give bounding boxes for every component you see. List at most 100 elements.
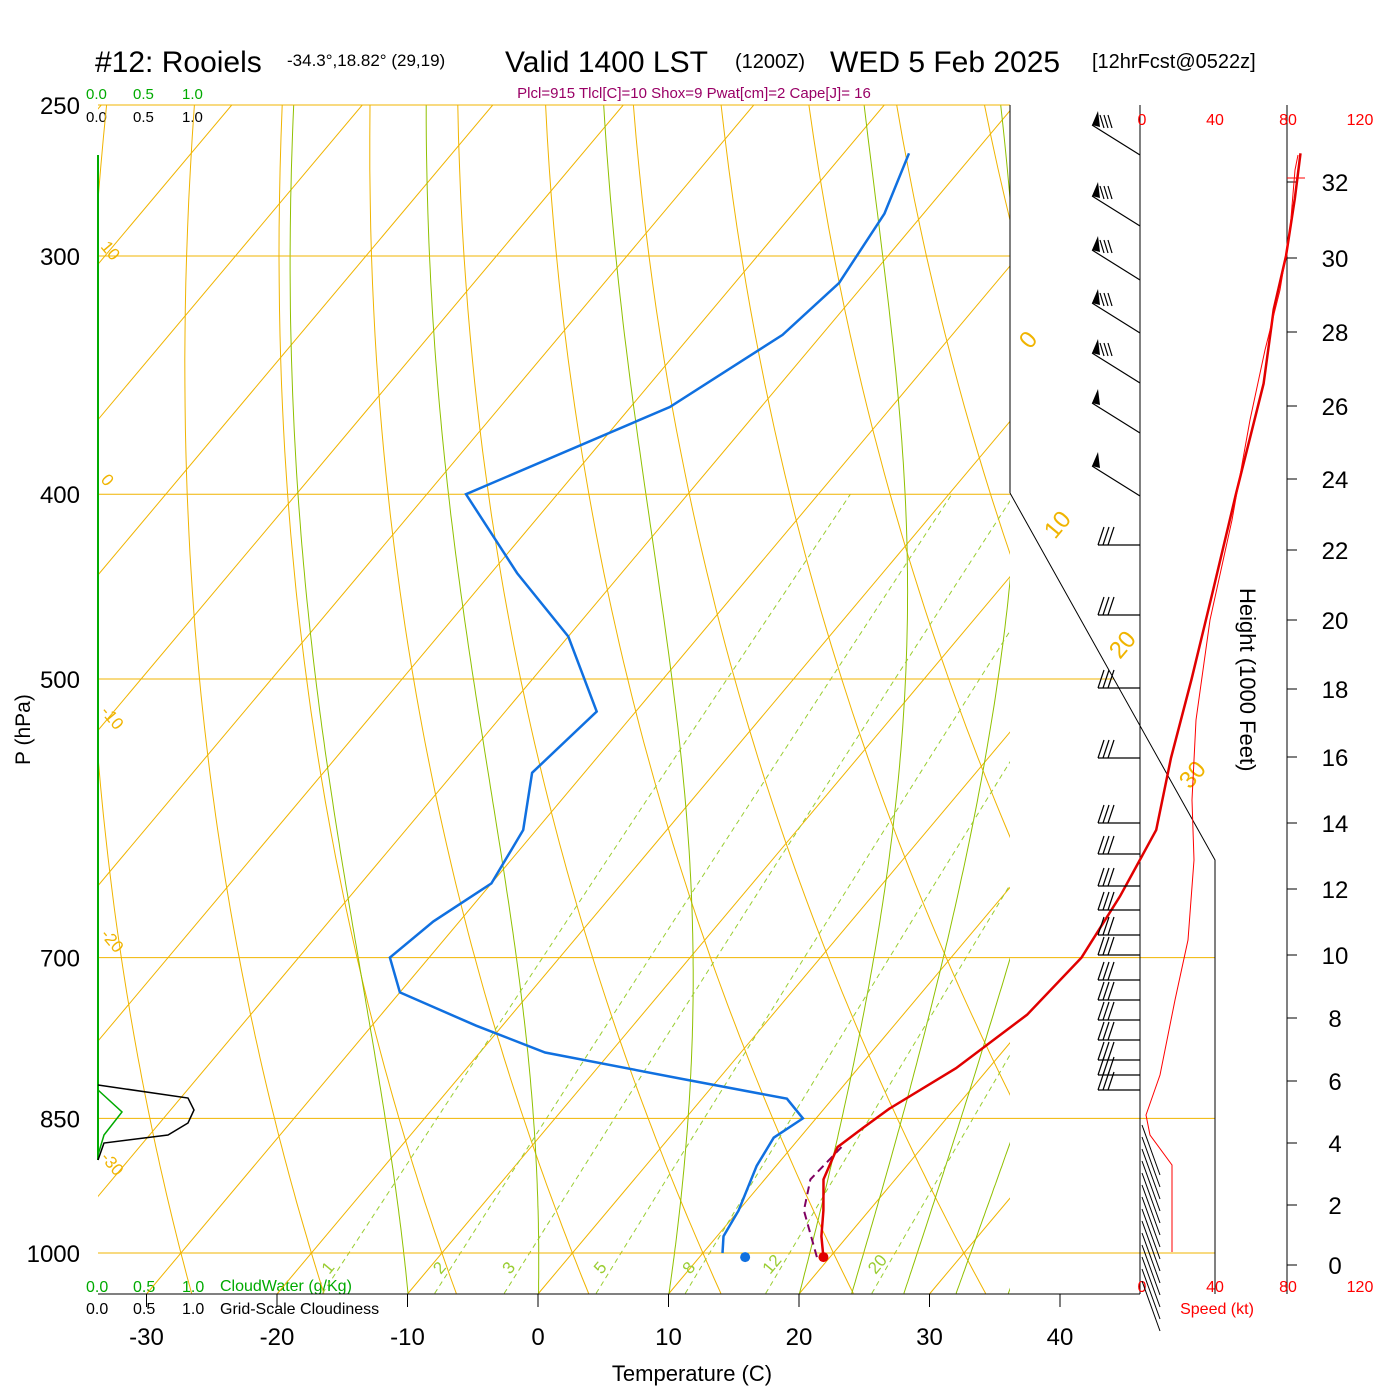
wind-barb-feather	[1097, 961, 1105, 981]
wind-barb-feather	[1102, 891, 1110, 911]
dry-adiabat-line	[896, 105, 1010, 556]
isotherm-line	[537, 731, 1010, 1295]
wind-barb	[1091, 452, 1141, 497]
wind-barb-staff	[1141, 1196, 1161, 1248]
wind-barb-feather	[1107, 804, 1115, 824]
wind-barb-feather	[1102, 835, 1110, 855]
wind-barb	[1091, 389, 1141, 434]
wind-barb	[1097, 1071, 1140, 1091]
wind-barb-feather	[1102, 961, 1110, 981]
wind-barb	[1091, 236, 1141, 281]
wind-barb-feather	[1107, 596, 1115, 616]
wind-barb-flag	[1092, 339, 1100, 355]
cloudiness-tick: 1.0	[182, 1301, 204, 1318]
wind-barb-feather	[1102, 916, 1110, 936]
temperature-trace	[820, 153, 1302, 1258]
height-tick-label: 16	[1322, 745, 1349, 772]
valid-date: WED 5 Feb 2025	[830, 46, 1060, 79]
plot-area	[98, 105, 1010, 1295]
dry-adiabat-line	[98, 105, 193, 1294]
temperature-tick-label: -30	[129, 1324, 164, 1351]
cloudwater-scale-top: 0.0 0.5 1.0	[86, 86, 203, 103]
wind-barb-staff	[1141, 1172, 1161, 1224]
wind-barb-feather	[1097, 835, 1105, 855]
wind-barb-feather	[1102, 669, 1110, 689]
mixing-ratio-label: 12	[759, 1251, 786, 1278]
temperature-axis: -30 -20 -10 0 10 20 30 40	[129, 1294, 1073, 1351]
temperature-tick-label: 40	[1047, 1324, 1074, 1351]
wind-barb-feather	[1097, 891, 1105, 911]
cloudiness-tick: 0.0	[86, 109, 107, 126]
dry-adiabat-line	[808, 105, 1010, 839]
mixing-ratio-line	[503, 500, 1010, 1294]
cloudwater-tick: 0.0	[86, 1279, 108, 1296]
wind-barb-feather	[1107, 185, 1113, 200]
height-tick-label: 18	[1322, 677, 1349, 704]
height-tick-label: 22	[1322, 538, 1349, 565]
moist-adiabat-line	[955, 1141, 1010, 1294]
wind-barb-feather	[1107, 292, 1113, 307]
cloudiness-tick: 1.0	[182, 109, 203, 126]
isotherm-label: -30	[97, 1148, 127, 1179]
cloudiness-tick: 0.5	[133, 109, 154, 126]
height-tick-label: 20	[1322, 608, 1349, 635]
dry-adiabat-line	[545, 105, 854, 1294]
height-tick-label: 8	[1328, 1006, 1341, 1033]
height-tick-label: 28	[1322, 320, 1349, 347]
speed-scale-top: 0 40 80 120	[1138, 112, 1374, 129]
wind-barb-feather	[1097, 669, 1105, 689]
wind-barb-feather	[1097, 1001, 1105, 1021]
wind-barb-feather	[1107, 867, 1115, 887]
wind-barb	[1097, 669, 1140, 689]
dry-adiabat-line	[369, 105, 590, 1294]
wind-barb-feather	[1097, 936, 1105, 956]
pressure-tick-label: 700	[40, 946, 80, 973]
wind-barb-feather	[1102, 804, 1110, 824]
plot-frame	[98, 105, 1288, 1295]
wind-barb-staff	[1141, 1160, 1161, 1212]
height-tick-label: 2	[1328, 1193, 1341, 1220]
speed-tick: 120	[1347, 112, 1374, 129]
wind-barb	[1097, 1001, 1140, 1021]
wind-barb-feather	[1107, 739, 1115, 759]
wind-speed-profile	[1145, 154, 1305, 1252]
wind-barb-feather	[1099, 239, 1105, 254]
wind-barb-feather	[1107, 526, 1115, 546]
wind-barb-feather	[1107, 1001, 1115, 1021]
dewpoint-trace	[388, 152, 911, 1254]
wind-barb-feather	[1102, 526, 1110, 546]
wind-barb	[1097, 1021, 1140, 1041]
speed-tick: 40	[1206, 1279, 1224, 1296]
cloudiness-tick: 0.5	[133, 1301, 155, 1318]
moist-adiabat-line	[425, 105, 540, 1294]
dry-adiabat-line	[184, 105, 325, 1294]
cloudwater-scale-bottom: 0.0 0.5 1.0 CloudWater (g/Kg)	[86, 1278, 352, 1296]
wind-barb	[1097, 526, 1140, 546]
forecast-info: [12hrFcst@0522z]	[1092, 51, 1256, 73]
wind-barb	[1097, 804, 1140, 824]
wind-barb-staff	[1091, 352, 1141, 384]
wind-barb	[1091, 289, 1141, 334]
wind-barb-flag	[1092, 389, 1100, 405]
wind-barb-staff	[1141, 1280, 1161, 1332]
height-tick-label: 6	[1328, 1069, 1341, 1096]
wind-barb-feather	[1107, 981, 1115, 1001]
isotherm-line	[98, 105, 624, 732]
wind-barb	[1097, 835, 1140, 855]
wind-barb	[1097, 867, 1140, 887]
wind-barb-feather	[1097, 739, 1105, 759]
temperature-tick-label: 0	[531, 1324, 544, 1351]
pressure-tick-label: 500	[40, 667, 80, 694]
x-axis-label: Temperature (C)	[612, 1361, 772, 1386]
wind-barb-staff	[1141, 1232, 1161, 1284]
wind-barb-feather	[1097, 1041, 1105, 1061]
wind-barb	[1091, 111, 1141, 156]
wind-barb-feather	[1097, 526, 1105, 546]
isotherm-line	[98, 105, 494, 576]
cloudiness-label: Grid-Scale Cloudiness	[220, 1301, 379, 1318]
speed-tick: 40	[1206, 112, 1224, 129]
isotherm-line	[407, 575, 1010, 1295]
wind-barb	[1097, 596, 1140, 616]
dry-adiabat-line	[457, 105, 722, 1294]
